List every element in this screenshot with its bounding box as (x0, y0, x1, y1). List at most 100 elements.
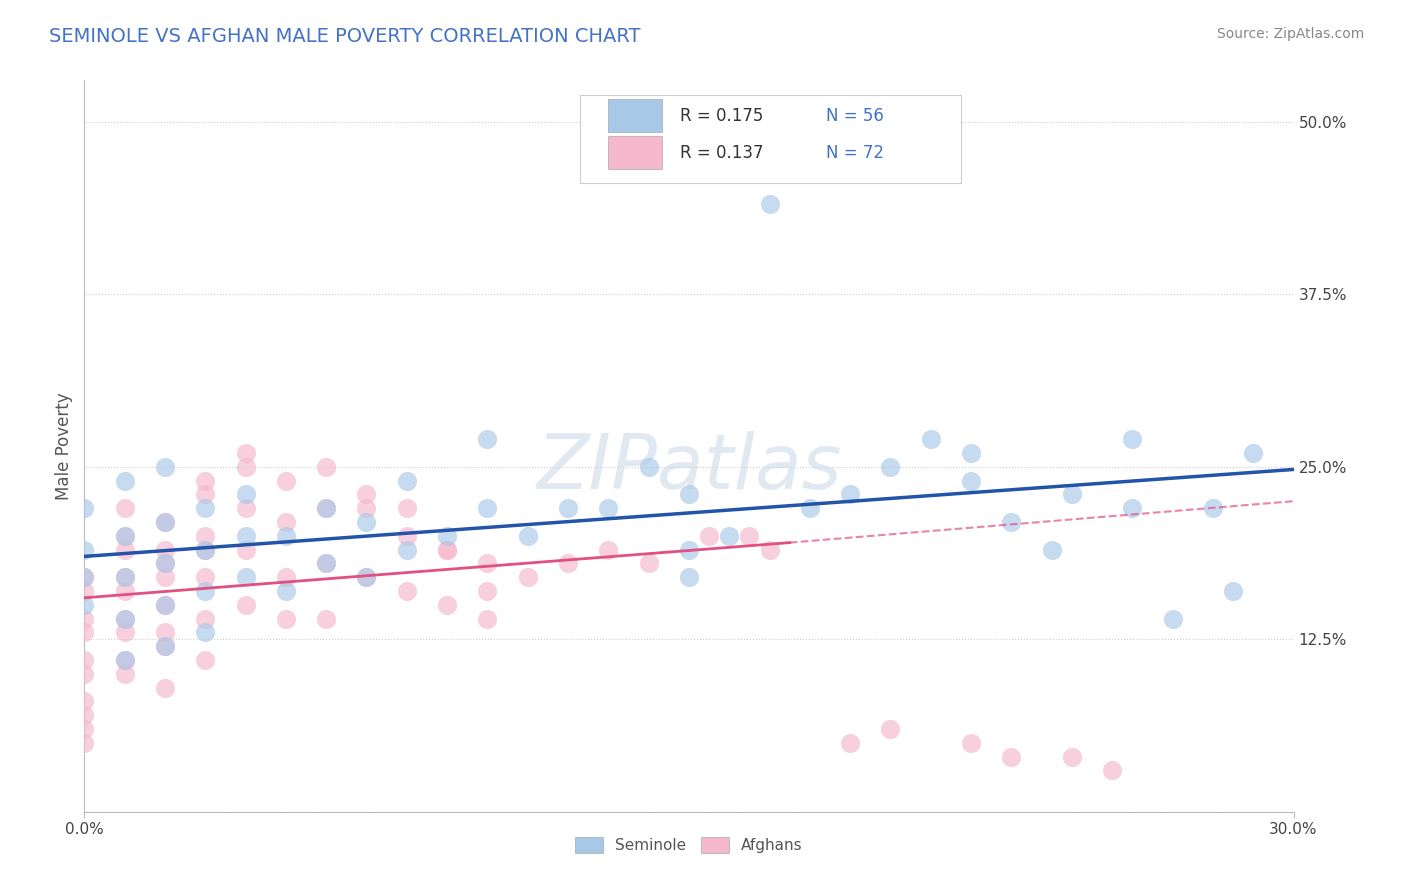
Point (194, 625, 217, 640)
FancyBboxPatch shape (581, 95, 962, 183)
Point (73, 583, 96, 598)
Point (114, 583, 136, 598)
Point (73, 611, 96, 625)
Point (153, 557, 176, 571)
Point (678, 570, 700, 584)
Point (73, 598, 96, 612)
Point (718, 529, 741, 543)
Text: N = 56: N = 56 (825, 107, 883, 125)
Point (395, 583, 418, 598)
Point (114, 529, 136, 543)
Point (395, 542, 418, 557)
Text: Source: ZipAtlas.com: Source: ZipAtlas.com (1216, 27, 1364, 41)
Point (194, 611, 217, 625)
Point (153, 570, 176, 584)
Point (114, 611, 136, 625)
Point (1000, 749, 1022, 764)
Point (73, 501, 96, 516)
Point (879, 722, 901, 736)
Point (477, 583, 499, 598)
Point (114, 570, 136, 584)
Point (315, 557, 337, 571)
Point (73, 570, 96, 584)
Point (194, 501, 217, 516)
Point (1161, 611, 1184, 625)
Point (153, 459, 176, 474)
Point (153, 639, 176, 653)
Point (315, 501, 337, 516)
Point (235, 487, 257, 501)
Text: SEMINOLE VS AFGHAN MALE POVERTY CORRELATION CHART: SEMINOLE VS AFGHAN MALE POVERTY CORRELAT… (49, 27, 641, 45)
Point (1202, 501, 1225, 516)
Point (839, 487, 862, 501)
Point (235, 598, 257, 612)
Point (194, 583, 217, 598)
Point (73, 570, 96, 584)
Point (114, 653, 136, 667)
Point (799, 501, 821, 516)
Point (153, 557, 176, 571)
Point (356, 515, 378, 529)
Point (1060, 487, 1083, 501)
Point (1241, 446, 1264, 460)
Point (436, 529, 458, 543)
Point (315, 459, 337, 474)
Point (114, 529, 136, 543)
Point (153, 542, 176, 557)
Point (356, 570, 378, 584)
Point (274, 583, 297, 598)
Point (395, 474, 418, 488)
Text: R = 0.137: R = 0.137 (681, 144, 763, 162)
Point (153, 625, 176, 640)
Point (274, 529, 297, 543)
Point (356, 487, 378, 501)
Point (194, 542, 217, 557)
Point (758, 542, 780, 557)
Point (114, 474, 136, 488)
Point (315, 501, 337, 516)
Point (1101, 764, 1123, 778)
Point (153, 639, 176, 653)
Point (678, 487, 700, 501)
Point (1222, 583, 1244, 598)
Point (114, 542, 136, 557)
Point (315, 611, 337, 625)
Point (477, 501, 499, 516)
Text: N = 72: N = 72 (825, 144, 883, 162)
Point (153, 598, 176, 612)
Point (274, 474, 297, 488)
Point (1060, 749, 1083, 764)
Point (839, 736, 862, 750)
Point (960, 474, 983, 488)
Point (960, 446, 983, 460)
Point (637, 557, 659, 571)
Point (194, 542, 217, 557)
Point (678, 542, 700, 557)
Text: R = 0.175: R = 0.175 (681, 107, 763, 125)
Point (1121, 501, 1143, 516)
Point (114, 501, 136, 516)
Point (274, 570, 297, 584)
Point (235, 529, 257, 543)
Text: ZIPatlas: ZIPatlas (536, 431, 842, 505)
Point (114, 611, 136, 625)
Point (73, 666, 96, 681)
FancyBboxPatch shape (607, 99, 662, 132)
Point (153, 515, 176, 529)
Point (114, 666, 136, 681)
Point (598, 501, 620, 516)
Point (315, 557, 337, 571)
Point (557, 557, 579, 571)
Point (598, 542, 620, 557)
Point (73, 625, 96, 640)
Point (73, 653, 96, 667)
Point (477, 557, 499, 571)
Point (114, 625, 136, 640)
Point (477, 611, 499, 625)
Point (194, 529, 217, 543)
Point (153, 598, 176, 612)
Point (436, 598, 458, 612)
Point (920, 432, 942, 446)
Point (1000, 515, 1022, 529)
Point (73, 722, 96, 736)
